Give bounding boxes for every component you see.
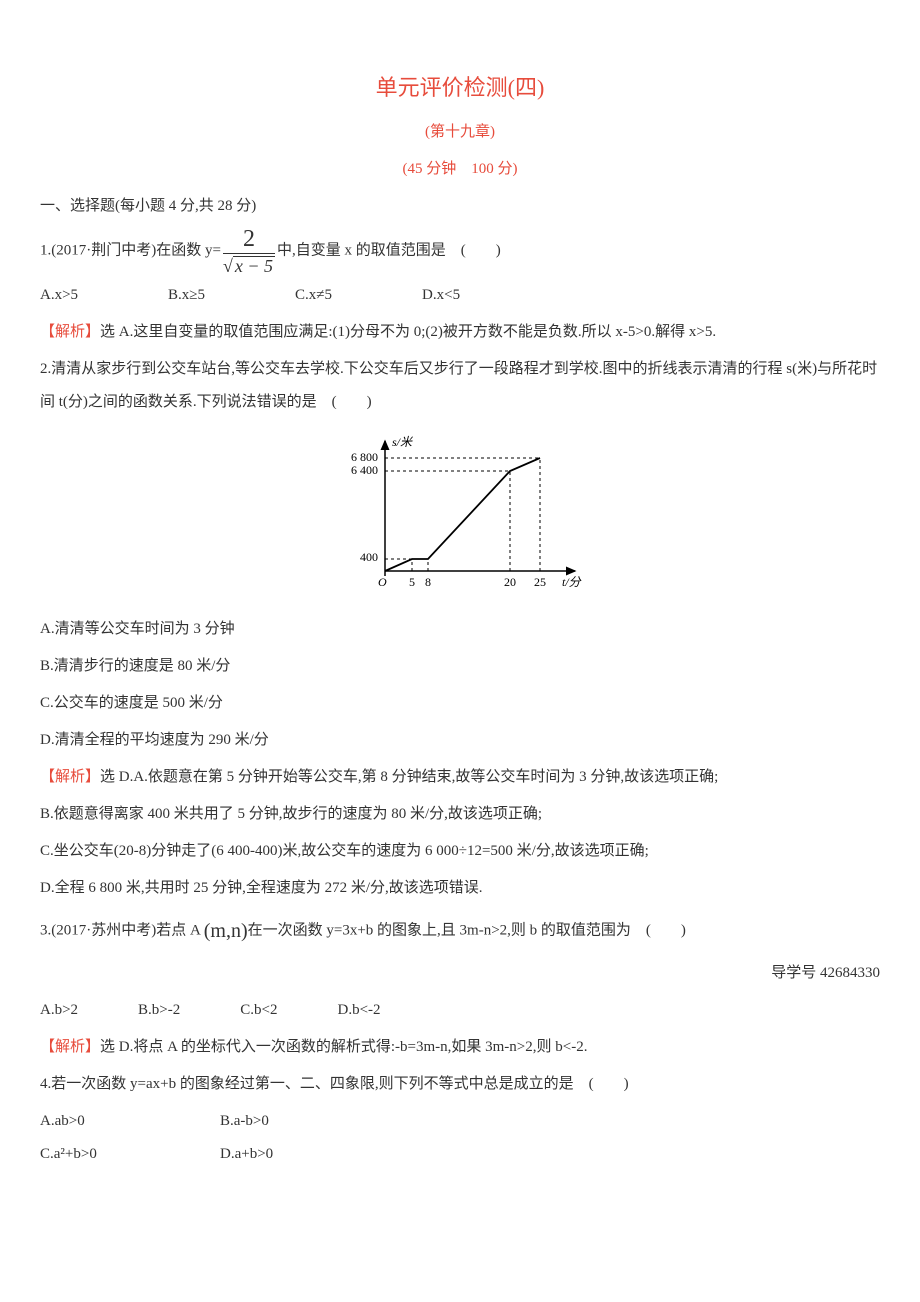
y-axis-label: s/米 xyxy=(392,435,414,449)
q4-stem: 4.若一次函数 y=ax+b 的图象经过第一、二、四象限,则下列不等式中总是成立… xyxy=(40,1068,880,1101)
section-1-heading: 一、选择题(每小题 4 分,共 28 分) xyxy=(40,190,880,223)
y-tick-6400: 6 400 xyxy=(351,463,378,477)
q2-analysis-b: B.依题意得离家 400 米共用了 5 分钟,故步行的速度为 80 米/分,故该… xyxy=(40,798,880,831)
q1-stem-before: 1.(2017·荆门中考)在函数 y= xyxy=(40,243,221,259)
y-tick-400: 400 xyxy=(360,550,378,564)
x-tick-5: 5 xyxy=(409,575,415,589)
q3-analysis: 【解析】选 D.将点 A 的坐标代入一次函数的解析式得:-b=3m-n,如果 3… xyxy=(40,1031,880,1064)
q1-opt-b: B.x≥5 xyxy=(168,279,205,312)
q2-chart: s/米 t/分 400 6 400 6 800 O 5 8 20 25 xyxy=(40,431,880,601)
chapter-label: (第十九章) xyxy=(40,116,880,149)
x-tick-20: 20 xyxy=(504,575,516,589)
q2-analysis-c: C.坐公交车(20-8)分钟走了(6 400-400)米,故公交车的速度为 6 … xyxy=(40,835,880,868)
q1-analysis: 【解析】选 A.这里自变量的取值范围应满足:(1)分母不为 0;(2)被开方数不… xyxy=(40,316,880,349)
q1-fraction: 2 x − 5 xyxy=(223,227,275,275)
analysis-label: 【解析】 xyxy=(40,769,100,785)
y-tick-6800: 6 800 xyxy=(351,450,378,464)
page-title: 单元评价检测(四) xyxy=(40,64,880,112)
x-tick-25: 25 xyxy=(534,575,546,589)
q4-opt-a: A.ab>0 xyxy=(40,1105,220,1138)
q2-analysis-a-text: 选 D.A.依题意在第 5 分钟开始等公交车,第 8 分钟结束,故等公交车时间为… xyxy=(100,769,718,785)
q3-opt-a: A.b>2 xyxy=(40,994,78,1027)
origin-label: O xyxy=(378,575,387,589)
analysis-label: 【解析】 xyxy=(40,324,100,340)
q1-stem: 1.(2017·荆门中考)在函数 y=2 x − 5中,自变量 x 的取值范围是 … xyxy=(40,227,880,275)
q4-opt-b: B.a-b>0 xyxy=(220,1105,400,1138)
q3-opt-c: C.b<2 xyxy=(240,994,277,1027)
q3-guide-number: 导学号 42684330 xyxy=(40,957,880,990)
data-polyline xyxy=(385,458,540,571)
q2-analysis-d: D.全程 6 800 米,共用时 25 分钟,全程速度为 272 米/分,故该选… xyxy=(40,872,880,905)
x-tick-8: 8 xyxy=(425,575,431,589)
q1-opt-d: D.x<5 xyxy=(422,279,460,312)
q1-options: A.x>5 B.x≥5 C.x≠5 D.x<5 xyxy=(40,279,880,312)
q4-options-row2: C.a²+b>0 D.a+b>0 xyxy=(40,1138,880,1171)
time-score: (45 分钟 100 分) xyxy=(40,153,880,186)
q3-point: (m,n) xyxy=(204,920,248,942)
q4-opt-d: D.a+b>0 xyxy=(220,1138,400,1171)
chart-svg: s/米 t/分 400 6 400 6 800 O 5 8 20 25 xyxy=(330,431,590,601)
q1-opt-c: C.x≠5 xyxy=(295,279,332,312)
q2-opt-d: D.清清全程的平均速度为 290 米/分 xyxy=(40,724,880,757)
q3-opt-b: B.b>-2 xyxy=(138,994,180,1027)
q2-opt-a: A.清清等公交车时间为 3 分钟 xyxy=(40,613,880,646)
q3-stem-after: 在一次函数 y=3x+b 的图象上,且 3m-n>2,则 b 的取值范围为 ( … xyxy=(248,923,686,939)
q2-opt-c: C.公交车的速度是 500 米/分 xyxy=(40,687,880,720)
analysis-label: 【解析】 xyxy=(40,1039,100,1055)
q3-options: A.b>2 B.b>-2 C.b<2 D.b<-2 xyxy=(40,994,880,1027)
q3-stem-before: 3.(2017·苏州中考)若点 A xyxy=(40,923,204,939)
q3-stem: 3.(2017·苏州中考)若点 A (m,n)在一次函数 y=3x+b 的图象上… xyxy=(40,909,880,953)
q4-opt-c: C.a²+b>0 xyxy=(40,1138,220,1171)
q1-numerator: 2 xyxy=(223,227,275,254)
q1-opt-a: A.x>5 xyxy=(40,279,78,312)
q2-opt-b: B.清清步行的速度是 80 米/分 xyxy=(40,650,880,683)
q3-analysis-text: 选 D.将点 A 的坐标代入一次函数的解析式得:-b=3m-n,如果 3m-n>… xyxy=(100,1039,587,1055)
x-axis-label: t/分 xyxy=(562,575,582,589)
q2-stem: 2.清清从家步行到公交车站台,等公交车去学校.下公交车后又步行了一段路程才到学校… xyxy=(40,353,880,419)
q1-stem-after: 中,自变量 x 的取值范围是 ( ) xyxy=(277,243,501,259)
q1-radicand: x − 5 xyxy=(233,256,275,275)
q1-analysis-text: 选 A.这里自变量的取值范围应满足:(1)分母不为 0;(2)被开方数不能是负数… xyxy=(100,324,716,340)
q2-analysis-a: 【解析】选 D.A.依题意在第 5 分钟开始等公交车,第 8 分钟结束,故等公交… xyxy=(40,761,880,794)
q1-denominator: x − 5 xyxy=(223,254,275,275)
q4-options-row1: A.ab>0 B.a-b>0 xyxy=(40,1105,880,1138)
q3-opt-d: D.b<-2 xyxy=(337,994,380,1027)
